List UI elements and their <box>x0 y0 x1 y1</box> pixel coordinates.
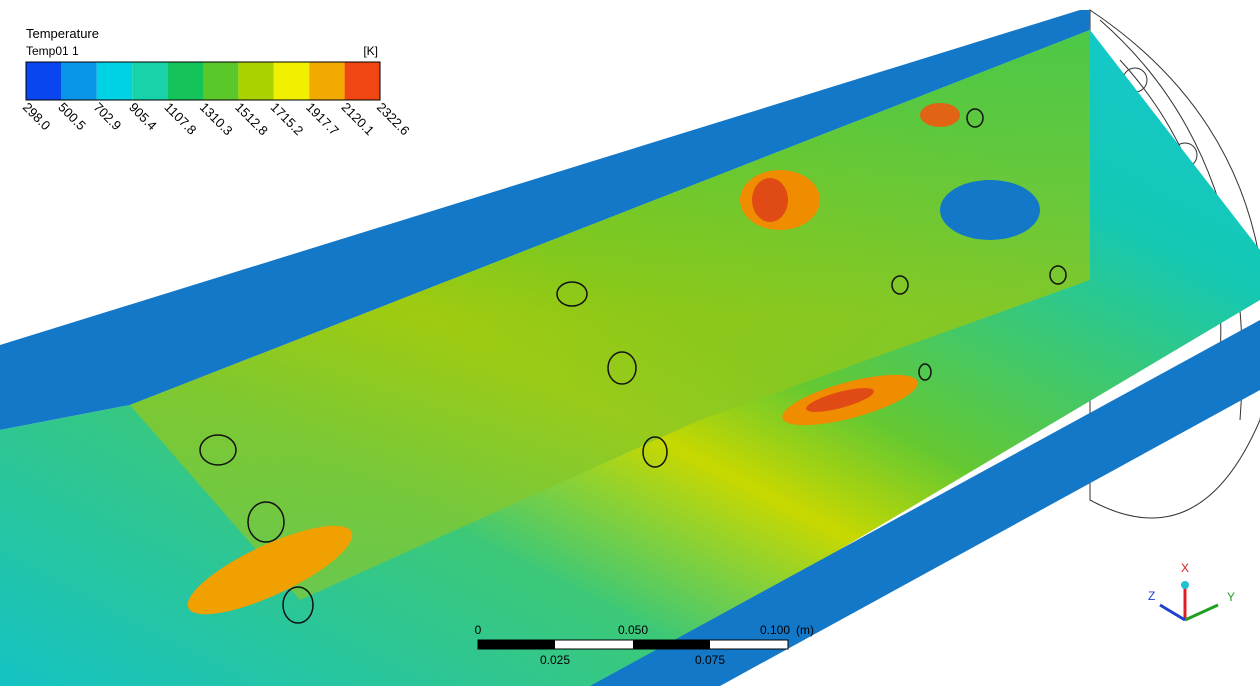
legend-subtitle: Temp01 1 <box>26 44 79 58</box>
axis-label: Y <box>1227 590 1235 604</box>
scale-unit: (m) <box>796 623 814 637</box>
colorbar-segment <box>345 62 380 100</box>
colorbar-segment <box>238 62 273 100</box>
legend-title: Temperature <box>26 26 99 41</box>
colorbar-segment <box>132 62 167 100</box>
colorbar-tick-label: 702.9 <box>91 100 125 134</box>
colorbar-tick-label: 2322.6 <box>374 100 413 139</box>
colorbar-segment <box>309 62 344 100</box>
legend-unit: [K] <box>363 44 378 58</box>
scale-label: 0.075 <box>695 653 725 667</box>
colorbar-tick-label: 1917.7 <box>303 100 342 139</box>
colorbar-tick-label: 1310.3 <box>197 100 236 139</box>
scale-label: 0 <box>475 623 482 637</box>
colorbar-tick-label: 500.5 <box>55 100 89 134</box>
colorbar-tick-label: 1715.2 <box>268 100 307 139</box>
scale-label: 0.050 <box>618 623 648 637</box>
colorbar-segment <box>274 62 309 100</box>
scale-label: 0.100 <box>760 623 790 637</box>
colorbar-tick-label: 905.4 <box>126 100 160 134</box>
axis-label: Z <box>1148 589 1155 603</box>
colorbar-tick-label: 298.0 <box>20 100 54 134</box>
overlay: Temperature Temp01 1 [K] 298.0500.5702.9… <box>0 0 1260 686</box>
scale-label: 0.025 <box>540 653 570 667</box>
colorbar-tick-label: 1107.8 <box>161 100 199 138</box>
colorbar-segment <box>61 62 96 100</box>
scale-bar: 0 0.050 0.100 (m) 0.025 0.075 <box>475 623 814 667</box>
colorbar-segment <box>168 62 203 100</box>
axis-label: X <box>1181 561 1189 575</box>
colorbar-segment <box>26 62 61 100</box>
colorbar-segment <box>203 62 238 100</box>
viewport: Temperature Temp01 1 [K] 298.0500.5702.9… <box>0 0 1260 686</box>
axis-triad: X Y Z <box>1148 561 1235 620</box>
colorbar-tick-label: 1512.8 <box>232 100 271 139</box>
colorbar-segment <box>97 62 132 100</box>
colorbar-tick-label: 2120.1 <box>338 100 377 139</box>
